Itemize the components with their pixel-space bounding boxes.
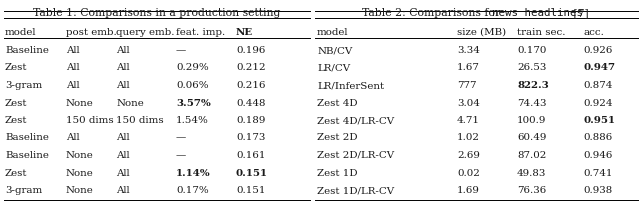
Text: 1.69: 1.69 xyxy=(457,186,480,195)
Text: —: — xyxy=(176,46,186,55)
Text: All: All xyxy=(66,63,79,72)
Text: 0.17%: 0.17% xyxy=(176,186,209,195)
Text: 3.57%: 3.57% xyxy=(176,98,211,108)
Text: query emb.: query emb. xyxy=(116,28,175,37)
Text: —: — xyxy=(176,134,186,142)
Text: All: All xyxy=(66,81,79,90)
Text: 26.53: 26.53 xyxy=(517,63,547,72)
Text: 100.9: 100.9 xyxy=(517,116,547,125)
Text: size (MB): size (MB) xyxy=(457,28,506,37)
Text: 0.924: 0.924 xyxy=(583,98,612,108)
Text: All: All xyxy=(116,186,130,195)
Text: 1.14%: 1.14% xyxy=(176,168,211,177)
Text: 3-gram: 3-gram xyxy=(5,186,42,195)
Text: 0.151: 0.151 xyxy=(236,168,268,177)
Text: All: All xyxy=(116,134,130,142)
Text: Zest: Zest xyxy=(5,168,28,177)
Text: 0.216: 0.216 xyxy=(236,81,266,90)
Text: 0.173: 0.173 xyxy=(236,134,266,142)
Text: —: — xyxy=(176,151,186,160)
Text: 1.02: 1.02 xyxy=(457,134,480,142)
Text: model: model xyxy=(317,28,349,37)
Text: NE: NE xyxy=(236,28,253,37)
Text: Zest 4D: Zest 4D xyxy=(317,98,358,108)
Text: model: model xyxy=(5,28,36,37)
Text: feat. imp.: feat. imp. xyxy=(176,28,225,37)
Text: All: All xyxy=(116,81,130,90)
Text: 74.43: 74.43 xyxy=(517,98,547,108)
Text: 150 dims: 150 dims xyxy=(116,116,164,125)
Text: 0.196: 0.196 xyxy=(236,46,266,55)
Text: 0.886: 0.886 xyxy=(583,134,612,142)
Text: Zest 1D: Zest 1D xyxy=(317,168,358,177)
Text: None: None xyxy=(116,98,144,108)
Text: 4.71: 4.71 xyxy=(457,116,480,125)
Text: 0.189: 0.189 xyxy=(236,116,266,125)
Text: acc.: acc. xyxy=(583,28,604,37)
Text: All: All xyxy=(116,168,130,177)
Text: 150 dims: 150 dims xyxy=(66,116,114,125)
Text: Baseline: Baseline xyxy=(5,134,49,142)
Text: Table 2: Comparisons for: Table 2: Comparisons for xyxy=(362,8,504,18)
Text: 0.02: 0.02 xyxy=(457,168,480,177)
Text: 1.67: 1.67 xyxy=(457,63,480,72)
Text: None: None xyxy=(66,98,93,108)
Text: None: None xyxy=(66,168,93,177)
Text: 3-gram: 3-gram xyxy=(5,81,42,90)
Text: 0.151: 0.151 xyxy=(236,186,266,195)
Text: 1.54%: 1.54% xyxy=(176,116,209,125)
Text: All: All xyxy=(116,63,130,72)
Text: Zest 4D/LR-CV: Zest 4D/LR-CV xyxy=(317,116,394,125)
Text: LR/CV: LR/CV xyxy=(317,63,350,72)
Text: 0.29%: 0.29% xyxy=(176,63,209,72)
Text: NB/CV: NB/CV xyxy=(317,46,352,55)
Text: None: None xyxy=(66,186,93,195)
Text: 0.874: 0.874 xyxy=(583,81,612,90)
Text: All: All xyxy=(116,151,130,160)
Text: Baseline: Baseline xyxy=(5,151,49,160)
Text: 0.170: 0.170 xyxy=(517,46,547,55)
Text: Zest 2D/LR-CV: Zest 2D/LR-CV xyxy=(317,151,394,160)
Text: Zest: Zest xyxy=(5,98,28,108)
Text: 0.951: 0.951 xyxy=(583,116,615,125)
Text: Zest: Zest xyxy=(5,63,28,72)
Text: 3.04: 3.04 xyxy=(457,98,480,108)
Text: 0.938: 0.938 xyxy=(583,186,612,195)
Text: 0.448: 0.448 xyxy=(236,98,266,108)
Text: Baseline: Baseline xyxy=(5,46,49,55)
Text: All: All xyxy=(66,134,79,142)
Text: All: All xyxy=(116,46,130,55)
Text: 0.926: 0.926 xyxy=(583,46,612,55)
Text: news headlines: news headlines xyxy=(492,8,583,18)
Text: Zest 2D: Zest 2D xyxy=(317,134,358,142)
Text: 2.69: 2.69 xyxy=(457,151,480,160)
Text: 777: 777 xyxy=(457,81,477,90)
Text: All: All xyxy=(66,46,79,55)
Text: 76.36: 76.36 xyxy=(517,186,547,195)
Text: 0.947: 0.947 xyxy=(583,63,615,72)
Text: Zest: Zest xyxy=(5,116,28,125)
Text: 0.741: 0.741 xyxy=(583,168,612,177)
Text: 0.161: 0.161 xyxy=(236,151,266,160)
Text: Zest 1D/LR-CV: Zest 1D/LR-CV xyxy=(317,186,394,195)
Text: Table 1: Comparisons in a production setting: Table 1: Comparisons in a production set… xyxy=(33,8,281,18)
Text: 0.06%: 0.06% xyxy=(176,81,209,90)
Text: LR/InferSent: LR/InferSent xyxy=(317,81,384,90)
Text: 3.34: 3.34 xyxy=(457,46,480,55)
Text: 49.83: 49.83 xyxy=(517,168,547,177)
Text: [7]: [7] xyxy=(570,8,589,18)
Text: None: None xyxy=(66,151,93,160)
Text: 60.49: 60.49 xyxy=(517,134,547,142)
Text: post emb.: post emb. xyxy=(66,28,116,37)
Text: 0.212: 0.212 xyxy=(236,63,266,72)
Text: 87.02: 87.02 xyxy=(517,151,547,160)
Text: 822.3: 822.3 xyxy=(517,81,548,90)
Text: train sec.: train sec. xyxy=(517,28,566,37)
Text: 0.946: 0.946 xyxy=(583,151,612,160)
